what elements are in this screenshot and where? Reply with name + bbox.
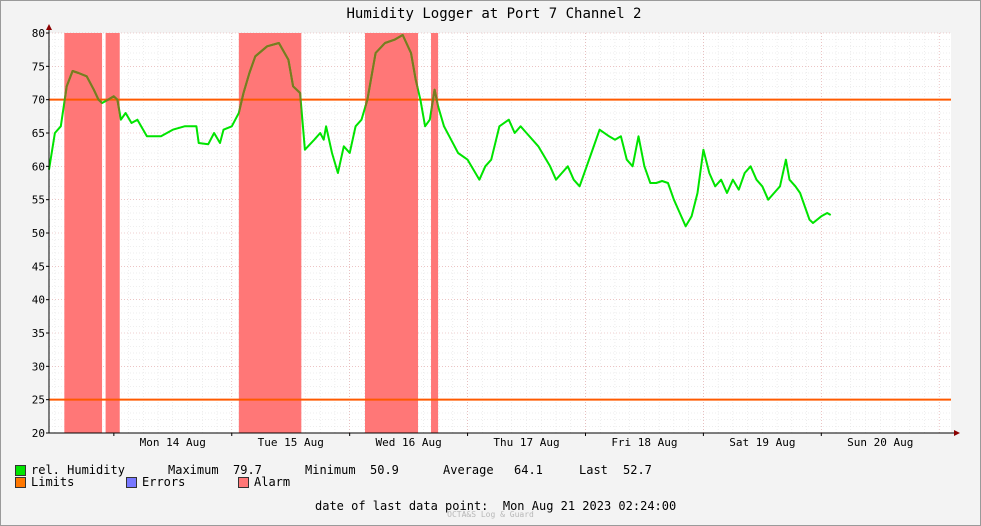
series-group (48, 34, 832, 228)
y-tick-label: 20 (32, 427, 45, 440)
stat-last-value: 52.7 (623, 463, 652, 477)
y-axis-arrow (46, 24, 52, 30)
y-tick-labels: 20 25 30 35 40 45 50 55 60 65 70 75 80 (32, 27, 45, 440)
stat-min-label: Minimum (305, 463, 356, 477)
legend-swatch-alarm (238, 477, 249, 488)
alarm-period (238, 33, 302, 433)
stat-min-value: 50.9 (370, 463, 399, 477)
chart-title: Humidity Logger at Port 7 Channel 2 (346, 6, 641, 22)
x-tick-label: Fri 18 Aug (611, 436, 677, 449)
legend-swatch-limits (15, 477, 26, 488)
y-tick-label: 25 (32, 394, 45, 407)
y-tick-label: 55 (32, 194, 45, 207)
y-tick-label: 60 (32, 160, 45, 173)
x-tick-label: Sun 20 Aug (847, 436, 913, 449)
alarm-period (364, 33, 419, 433)
x-axis-arrow (954, 430, 960, 436)
y-tick-label: 50 (32, 227, 45, 240)
axes (46, 24, 960, 436)
y-tick-label: 35 (32, 327, 45, 340)
y-tick-label: 65 (32, 127, 45, 140)
stat-avg-label: Average (443, 463, 494, 477)
x-tick-label: Thu 17 Aug (493, 436, 559, 449)
x-tick-label: Wed 16 Aug (376, 436, 442, 449)
alarm-period (431, 33, 439, 433)
legend-swatch-errors (126, 477, 137, 488)
series-line-humidity (48, 34, 832, 228)
legend-swatch-humidity (15, 465, 26, 476)
stat-last-label: Last (579, 463, 608, 477)
stat-max-label: Maximum (168, 463, 219, 477)
footer-last-data-point: date of last data point: Mon Aug 21 2023… (315, 499, 677, 513)
legend-label-humidity: rel. Humidity (31, 463, 125, 477)
stat-max-value: 79.7 (233, 463, 262, 477)
y-tick-label: 70 (32, 94, 45, 107)
legend-label-errors: Errors (142, 475, 186, 489)
y-tick-label: 45 (32, 260, 45, 273)
legend-label-alarm: Alarm (254, 475, 291, 489)
x-tick-label: Tue 15 Aug (258, 436, 324, 449)
limit-lines (49, 98, 951, 401)
x-tick-label: Mon 14 Aug (140, 436, 206, 449)
legend-label-limits: Limits (31, 475, 75, 489)
y-tick-label: 40 (32, 294, 45, 307)
y-tick-label: 75 (32, 60, 45, 73)
y-tick-label: 30 (32, 360, 45, 373)
stat-avg-value: 64.1 (514, 463, 543, 477)
x-tick-label: Sat 19 Aug (729, 436, 795, 449)
y-tick-label: 80 (32, 27, 45, 40)
x-tick-labels: Mon 14 Aug Tue 15 Aug Wed 16 Aug Thu 17 Aug… (140, 436, 914, 449)
grid (49, 32, 951, 434)
alarm-period (105, 33, 120, 433)
watermark: OCTA&S Log & Guard (447, 510, 534, 519)
